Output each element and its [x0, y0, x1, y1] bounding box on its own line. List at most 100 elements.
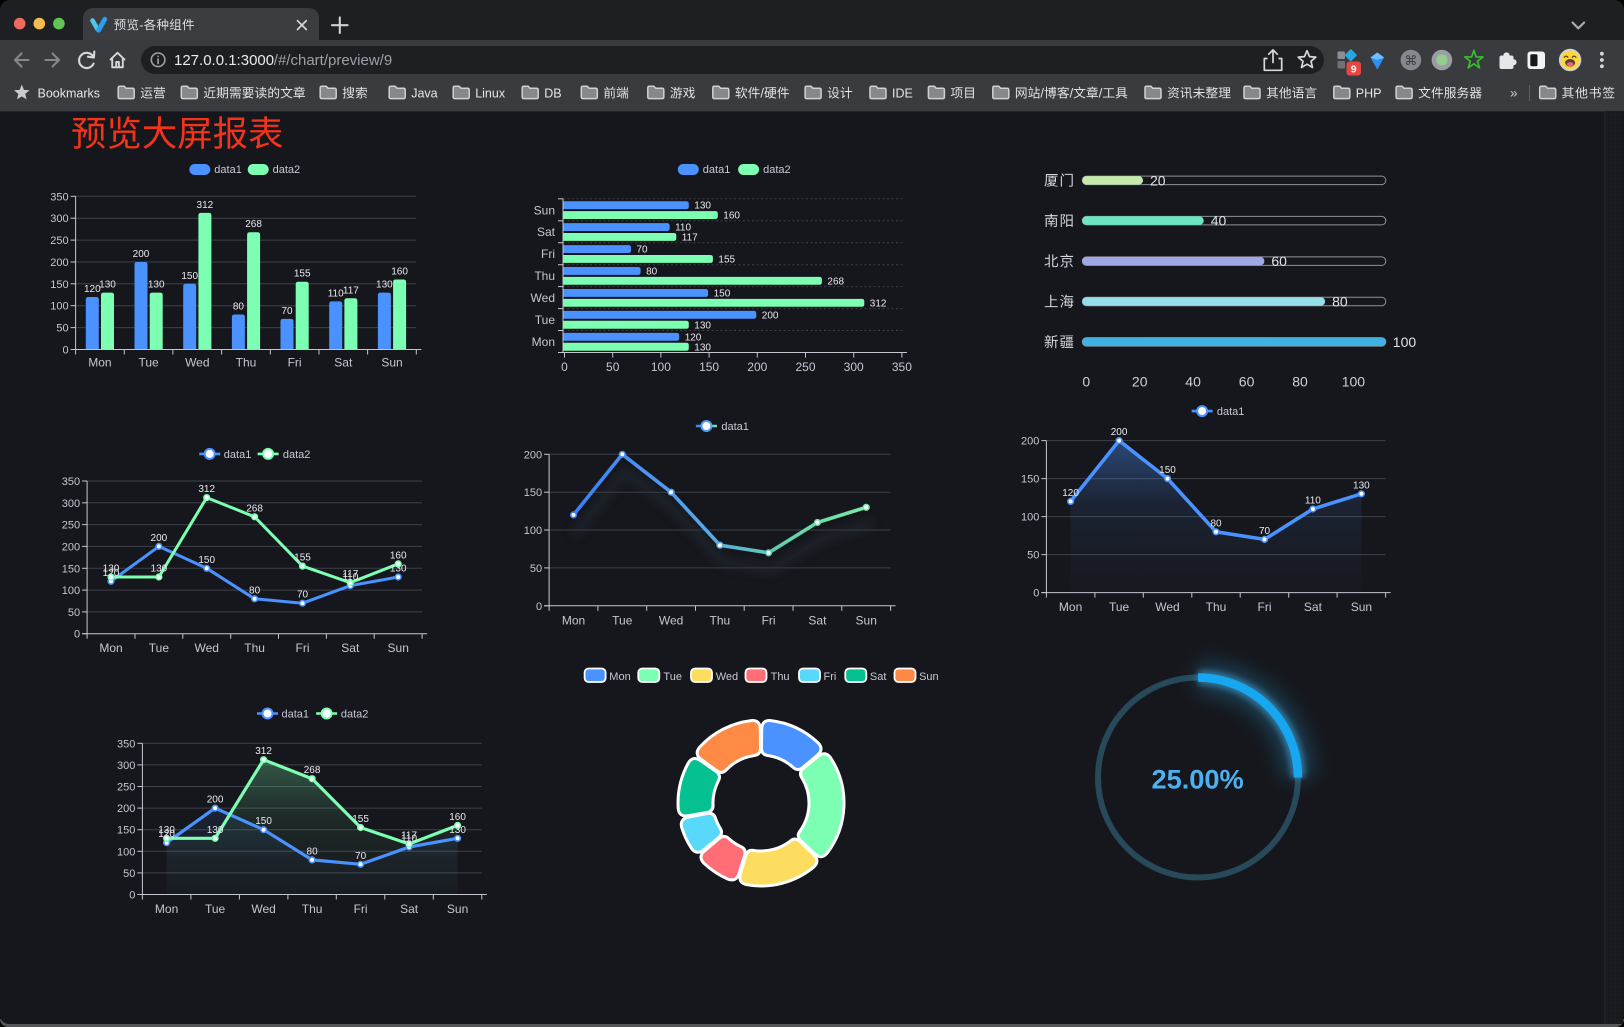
- svg-text:130: 130: [694, 201, 711, 212]
- svg-text:Bookmarks: Bookmarks: [38, 86, 101, 100]
- svg-text:Tue: Tue: [1109, 600, 1130, 614]
- svg-text:70: 70: [355, 851, 367, 862]
- svg-text:Mon: Mon: [609, 671, 630, 683]
- svg-text:155: 155: [294, 269, 311, 280]
- svg-text:110: 110: [342, 572, 358, 583]
- svg-text:350: 350: [117, 738, 135, 750]
- svg-text:70: 70: [281, 306, 293, 317]
- svg-text:/: /: [1099, 86, 1103, 101]
- svg-text:250: 250: [50, 235, 68, 247]
- svg-text:350: 350: [50, 191, 68, 203]
- svg-text:40: 40: [1211, 213, 1227, 229]
- svg-text:155: 155: [294, 553, 311, 564]
- svg-text:IDE: IDE: [892, 86, 913, 100]
- svg-text:120: 120: [84, 284, 101, 295]
- svg-text:80: 80: [249, 585, 261, 596]
- svg-text:117: 117: [342, 569, 358, 580]
- svg-text:»: »: [1510, 86, 1518, 101]
- svg-text:Fri: Fri: [296, 641, 310, 655]
- svg-text:200: 200: [207, 795, 224, 806]
- svg-text:data2: data2: [341, 708, 369, 720]
- svg-text:-: -: [139, 18, 143, 32]
- svg-text:40: 40: [1185, 374, 1201, 390]
- svg-text:Fri: Fri: [824, 671, 837, 683]
- svg-text:312: 312: [197, 200, 214, 211]
- svg-text:200: 200: [133, 249, 150, 260]
- svg-text:60: 60: [1271, 253, 1287, 269]
- svg-text:155: 155: [718, 255, 735, 266]
- svg-text:Wed: Wed: [659, 613, 683, 627]
- svg-text:100: 100: [1393, 334, 1417, 350]
- svg-text:50: 50: [1027, 550, 1039, 562]
- svg-text:200: 200: [747, 360, 767, 374]
- svg-text:Mon: Mon: [1059, 600, 1082, 614]
- svg-text:Fri: Fri: [288, 356, 302, 370]
- svg-text:110: 110: [401, 834, 417, 845]
- svg-text:Sun: Sun: [919, 671, 939, 683]
- svg-text:130: 130: [207, 825, 224, 836]
- svg-text:150: 150: [117, 825, 135, 837]
- svg-text:data1: data1: [282, 708, 310, 720]
- svg-text:200: 200: [762, 311, 779, 322]
- svg-text:20: 20: [1150, 172, 1166, 188]
- svg-text:312: 312: [198, 484, 215, 495]
- svg-text:50: 50: [606, 360, 620, 374]
- svg-text:Fri: Fri: [762, 613, 776, 627]
- svg-text:Java: Java: [411, 86, 437, 100]
- svg-text:Fri: Fri: [1258, 600, 1272, 614]
- svg-text:Tue: Tue: [205, 902, 226, 916]
- svg-text:150: 150: [699, 360, 719, 374]
- svg-text:110: 110: [1305, 496, 1321, 507]
- svg-text:50: 50: [530, 563, 542, 575]
- svg-text:110: 110: [675, 223, 691, 234]
- svg-text:300: 300: [62, 498, 80, 510]
- svg-text:120: 120: [685, 332, 702, 343]
- svg-text:Thu: Thu: [534, 269, 555, 283]
- svg-text:80: 80: [233, 302, 245, 313]
- svg-text:130: 130: [158, 825, 175, 836]
- svg-text:/: /: [1070, 86, 1074, 101]
- svg-text:0: 0: [536, 601, 542, 613]
- svg-text:70: 70: [297, 590, 309, 601]
- svg-text:100: 100: [62, 585, 80, 597]
- svg-text:100: 100: [651, 360, 671, 374]
- svg-text:80: 80: [1210, 518, 1222, 529]
- svg-text:350: 350: [892, 360, 912, 374]
- svg-text:data1: data1: [721, 421, 749, 433]
- svg-text:268: 268: [246, 503, 263, 514]
- svg-text:80: 80: [1332, 294, 1348, 310]
- svg-text:9: 9: [1351, 64, 1357, 76]
- svg-text:0: 0: [62, 345, 68, 357]
- svg-text:250: 250: [62, 520, 80, 532]
- svg-text:200: 200: [524, 449, 542, 461]
- svg-text:Mon: Mon: [532, 335, 555, 349]
- svg-text:Mon: Mon: [155, 902, 178, 916]
- svg-text:268: 268: [304, 765, 321, 776]
- svg-text:Tue: Tue: [612, 613, 633, 627]
- svg-text:150: 150: [198, 555, 215, 566]
- svg-text:data1: data1: [224, 449, 252, 461]
- svg-text:80: 80: [646, 267, 658, 278]
- svg-text:Wed: Wed: [1155, 600, 1179, 614]
- svg-text:120: 120: [158, 829, 175, 840]
- svg-text:data2: data2: [273, 164, 301, 176]
- svg-text:Tue: Tue: [535, 313, 556, 327]
- svg-text:160: 160: [391, 267, 408, 278]
- svg-text:120: 120: [1062, 488, 1079, 499]
- svg-text:100: 100: [524, 525, 542, 537]
- svg-text:Thu: Thu: [302, 902, 323, 916]
- svg-text:data1: data1: [214, 164, 242, 176]
- svg-text:0: 0: [1033, 588, 1039, 600]
- svg-text:Thu: Thu: [1206, 600, 1227, 614]
- svg-text:PHP: PHP: [1356, 86, 1382, 100]
- svg-text:Sat: Sat: [400, 902, 419, 916]
- svg-text:120: 120: [103, 568, 120, 579]
- svg-text:150: 150: [50, 279, 68, 291]
- svg-text:Tue: Tue: [663, 671, 682, 683]
- svg-text:Thu: Thu: [244, 641, 265, 655]
- svg-text:130: 130: [99, 280, 116, 291]
- svg-text:150: 150: [255, 816, 272, 827]
- svg-text:80: 80: [307, 846, 319, 857]
- svg-text:Mon: Mon: [99, 641, 122, 655]
- svg-text:100: 100: [117, 846, 135, 858]
